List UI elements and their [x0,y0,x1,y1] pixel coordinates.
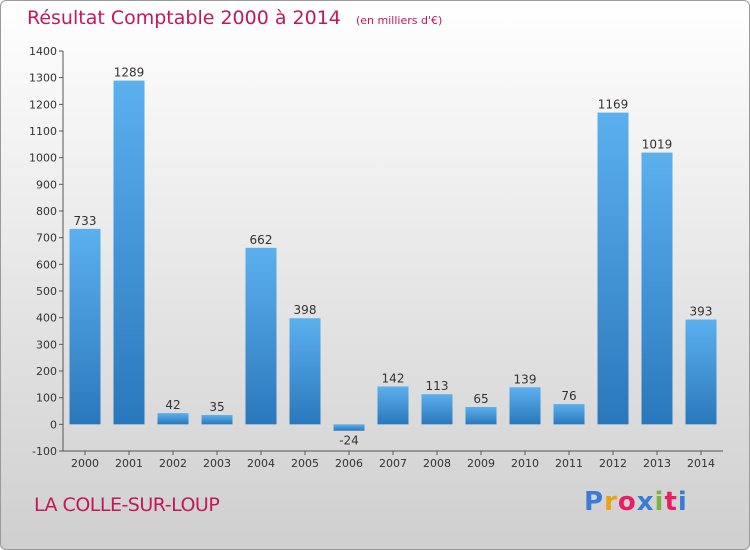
y-tick-label: 900 [36,178,57,191]
x-tick-label: 2005 [291,457,319,470]
x-tick-label: 2003 [203,457,231,470]
brand-letter: i [654,487,665,517]
y-tick-label: 1200 [29,98,57,111]
y-tick-label: 200 [36,365,57,378]
y-tick-label: 1300 [29,72,57,85]
x-tick-label: 2006 [335,457,363,470]
data-label: -24 [339,434,359,448]
chart-title-row: Résultat Comptable 2000 à 2014 (en milli… [27,7,442,29]
bar [377,386,409,425]
y-tick-label: 600 [36,258,57,271]
x-tick-label: 2008 [423,457,451,470]
brand-logo: Proxiti [584,487,688,517]
data-label: 398 [294,303,317,317]
bar [641,152,673,425]
data-label: 65 [473,392,488,406]
y-tick-label: 100 [36,392,57,405]
y-tick-label: 0 [50,418,57,431]
brand-letter: i [677,487,688,517]
data-label: 1019 [642,138,673,152]
data-label: 1169 [598,98,629,112]
x-tick-label: 2002 [159,457,187,470]
bar [289,318,321,425]
x-tick-label: 2009 [467,457,495,470]
x-tick-label: 2014 [687,457,715,470]
y-tick-label: 500 [36,285,57,298]
x-tick-label: 2011 [555,457,583,470]
y-tick-label: -100 [32,445,57,458]
brand-letter: t [664,487,678,517]
bar [685,319,717,425]
location-name: LA COLLE-SUR-LOUP [34,494,220,516]
bar [421,394,453,425]
x-tick-label: 2012 [599,457,627,470]
chart-subtitle: (en milliers d'€) [355,14,443,27]
brand-letter: P [584,487,605,517]
chart-title: Résultat Comptable 2000 à 2014 [27,7,341,29]
y-tick-label: 400 [36,312,57,325]
x-tick-label: 2004 [247,457,275,470]
bar [69,228,101,425]
bar [333,424,365,431]
data-label: 393 [690,305,713,319]
x-tick-label: 2013 [643,457,671,470]
x-tick-label: 2000 [71,457,99,470]
brand-letter: r [604,487,618,517]
y-tick-label: 300 [36,338,57,351]
bar [157,413,189,425]
data-label: 76 [561,389,576,403]
brand-letter: o [617,487,637,517]
data-label: 142 [382,371,405,385]
data-label: 42 [165,398,180,412]
data-label: 35 [209,400,224,414]
bar [201,415,233,425]
bar [113,80,145,425]
y-tick-label: 700 [36,232,57,245]
data-label: 733 [74,214,97,228]
x-tick-label: 2010 [511,457,539,470]
data-label: 662 [250,233,273,247]
x-tick-label: 2007 [379,457,407,470]
y-tick-label: 800 [36,205,57,218]
bar [245,247,277,425]
bar [553,404,585,425]
data-label: 113 [426,379,449,393]
bar [509,387,541,425]
x-tick-label: 2001 [115,457,143,470]
data-label: 139 [514,372,537,386]
y-tick-label: 1000 [29,152,57,165]
data-label: 1289 [114,66,145,80]
brand-letter: x [636,487,655,517]
bar [597,112,629,425]
y-tick-label: 1100 [29,125,57,138]
bar [465,407,497,425]
y-tick-label: 1400 [29,45,57,58]
